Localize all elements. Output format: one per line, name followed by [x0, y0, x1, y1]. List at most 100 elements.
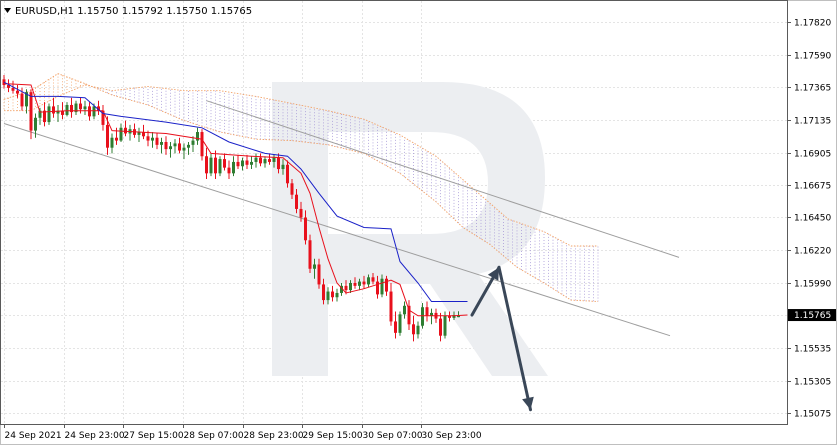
candle: [29, 89, 33, 140]
candle-body: [29, 92, 33, 131]
candle: [173, 139, 177, 154]
candle: [331, 285, 334, 302]
candle: [407, 300, 411, 330]
candle: [439, 312, 442, 342]
candle-body: [353, 283, 357, 286]
candle: [187, 142, 190, 155]
candle: [313, 258, 316, 279]
candle-body: [169, 146, 172, 150]
candle-body: [259, 157, 262, 164]
candle: [245, 154, 249, 170]
candle: [178, 137, 181, 154]
candle: [322, 278, 325, 305]
y-tick-label: 1.16450: [794, 214, 831, 224]
candle: [205, 147, 208, 180]
candle: [164, 136, 168, 155]
candle-body: [187, 144, 190, 148]
candle: [380, 274, 384, 298]
candle: [74, 100, 78, 115]
candle: [43, 102, 46, 127]
y-tick-label: 1.17365: [794, 84, 831, 94]
candle: [7, 79, 10, 93]
candle-body: [430, 312, 433, 316]
candle: [209, 153, 213, 177]
candle: [52, 97, 55, 118]
y-tick-label: 1.15535: [794, 345, 831, 355]
candle-body: [106, 124, 109, 148]
candle-body: [11, 87, 15, 91]
x-tick-label: 28 Sep 07:00: [184, 431, 244, 441]
candle: [376, 275, 379, 299]
candle-body: [376, 281, 379, 295]
candle: [344, 280, 348, 295]
candle: [155, 133, 159, 150]
candle-body: [236, 161, 240, 167]
candle-body: [317, 264, 321, 285]
candle: [412, 315, 415, 342]
candle-body: [452, 315, 456, 318]
candle: [124, 120, 127, 137]
candle: [281, 159, 285, 175]
candle-body: [214, 157, 217, 174]
candle: [151, 132, 154, 148]
candle: [371, 273, 375, 285]
candle: [277, 153, 280, 174]
candle-body: [16, 90, 19, 94]
candle-body: [2, 79, 6, 86]
candle: [101, 104, 105, 131]
candle: [398, 311, 402, 336]
candle: [335, 288, 339, 302]
candle-body: [92, 106, 96, 117]
candle-body: [304, 217, 307, 241]
candle-body: [223, 159, 226, 168]
forecast-arrowhead: [487, 267, 499, 281]
y-tick-label: 1.17135: [794, 117, 831, 127]
candle-body: [101, 110, 105, 125]
x-tick-label: 24 Sep 2021: [5, 431, 62, 441]
candle: [196, 127, 199, 145]
candle-body: [245, 160, 249, 165]
candle: [430, 308, 433, 325]
candle-body: [362, 281, 366, 285]
candle-body: [160, 142, 163, 145]
ichimoku-cloud: [3, 73, 599, 302]
tenkan-sen-line: [3, 83, 468, 317]
candle: [326, 287, 330, 305]
candle-body: [340, 285, 343, 293]
candle-body: [380, 278, 384, 295]
candle: [218, 156, 222, 177]
candle-body: [20, 93, 24, 107]
candle: [349, 280, 352, 293]
kijun-sen-line: [3, 81, 468, 302]
candle-body: [124, 127, 127, 134]
candle: [362, 275, 366, 289]
candle-body: [457, 315, 460, 318]
candle: [304, 210, 307, 245]
forecast-arrowhead: [522, 396, 534, 410]
candle-body: [371, 277, 375, 282]
candle: [457, 311, 460, 318]
candle: [214, 150, 217, 180]
candle-body: [403, 305, 406, 315]
x-tick-label: 30 Sep 07:00: [363, 431, 423, 441]
candle-body: [398, 314, 402, 333]
candle-body: [119, 127, 123, 141]
last-price-box: [788, 309, 836, 322]
candle-body: [155, 137, 159, 145]
candle: [83, 100, 87, 115]
candle-body: [110, 137, 114, 148]
candle: [70, 97, 73, 118]
candle: [56, 104, 60, 123]
candle-body: [200, 132, 204, 157]
menu-triangle-icon[interactable]: [4, 8, 11, 13]
candle: [308, 234, 312, 274]
symbol-header: EURUSD,H1 1.15750 1.15792 1.15750 1.1576…: [15, 6, 252, 17]
candle: [137, 127, 141, 142]
candle: [340, 283, 343, 296]
candle-body: [173, 143, 177, 147]
candle-body: [146, 136, 150, 141]
candle: [25, 89, 28, 114]
candle-body: [443, 315, 447, 336]
